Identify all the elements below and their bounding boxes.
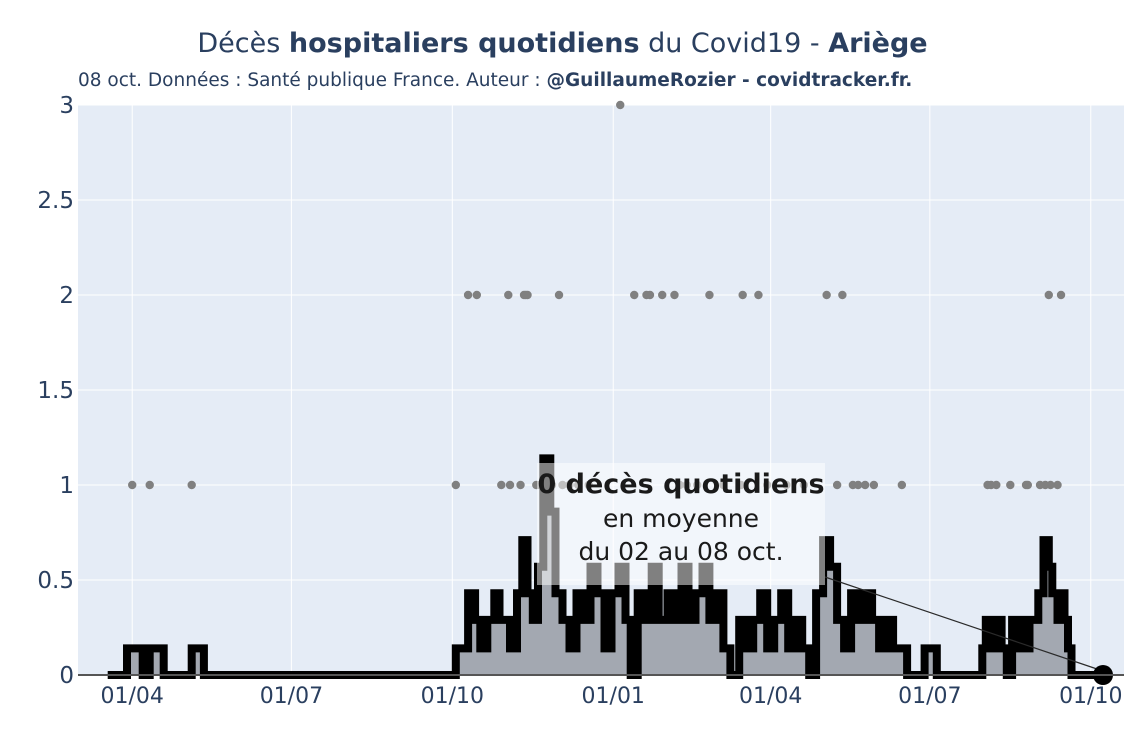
chart-subtitle: 08 oct. Données : Santé publique France.… [78,70,912,91]
daily-death-point [128,480,137,490]
daily-death-point [860,480,870,490]
daily-death-point [145,480,154,490]
daily-death-point [472,290,482,300]
daily-death-point [1053,480,1062,490]
daily-death-point [523,290,532,300]
y-tick-label: 2.5 [37,188,74,214]
daily-death-point [516,480,525,490]
subtitle-author: @GuillaumeRozier - covidtracker.fr. [546,70,913,91]
annotation-value: 0 décès quotidiens [537,469,825,500]
daily-death-point [1044,290,1053,300]
title-middle: du Covid19 - [639,28,829,59]
daily-death-point [670,290,679,300]
daily-death-point [822,290,831,300]
daily-death-point [497,480,506,490]
rolling-average-line [107,454,1103,679]
x-tick-label: 01/01 [582,684,645,709]
title-prefix: Décès [197,28,289,59]
chart-title: Décès hospitaliers quotidiens du Covid19… [0,28,1125,59]
x-tick-label: 01/10 [1059,684,1122,709]
title-region: Ariège [828,28,928,59]
x-tick-label: 01/07 [898,684,961,709]
y-tick-label: 3 [59,93,74,119]
y-tick-label: 2 [59,283,74,309]
daily-death-point [505,480,515,490]
daily-death-point [897,480,907,490]
daily-death-point [832,480,842,490]
daily-death-point [187,480,196,490]
y-tick-label: 1.5 [37,378,74,404]
y-axis: 0 0.5 1 1.5 2 2.5 3 [37,93,1124,689]
subtitle-text: 08 oct. Données : Santé publique France.… [78,70,547,91]
annotation-period: du 02 au 08 oct. [578,537,784,566]
daily-death-point [658,290,667,300]
daily-death-point [754,290,763,300]
daily-death-point [630,290,639,300]
daily-death-point [616,100,625,110]
daily-death-point [738,290,747,300]
daily-death-point [463,290,473,300]
daily-death-point [504,290,513,300]
x-axis: 01/04 01/07 01/10 01/01 01/04 01/07 01/10 [101,684,1123,709]
daily-death-point [838,290,847,300]
daily-death-point [992,480,1001,490]
annotation-box: 0 décès quotidiens en moyenne du 02 au 0… [537,463,825,585]
y-tick-label: 1 [59,473,74,499]
daily-death-point [869,480,879,490]
x-tick-label: 01/10 [421,684,484,709]
x-tick-label: 01/07 [260,684,323,709]
title-bold-main: hospitaliers quotidiens [288,28,640,59]
y-tick-label: 0.5 [37,568,74,594]
annotation-arrow [824,576,1098,670]
y-tick-label: 0 [59,663,74,689]
annotation-subtext: en moyenne [602,504,760,533]
daily-death-point [451,480,461,490]
daily-death-point [554,290,564,300]
daily-death-point [705,290,714,300]
x-tick-label: 01/04 [739,684,802,709]
rolling-average-path [107,454,1103,679]
daily-death-point [1006,480,1015,490]
daily-death-point [853,480,863,490]
x-tick-label: 01/04 [101,684,164,709]
daily-death-point [1023,480,1032,490]
daily-death-point [1046,480,1055,490]
daily-death-point [1056,290,1066,300]
daily-death-point [645,290,655,300]
